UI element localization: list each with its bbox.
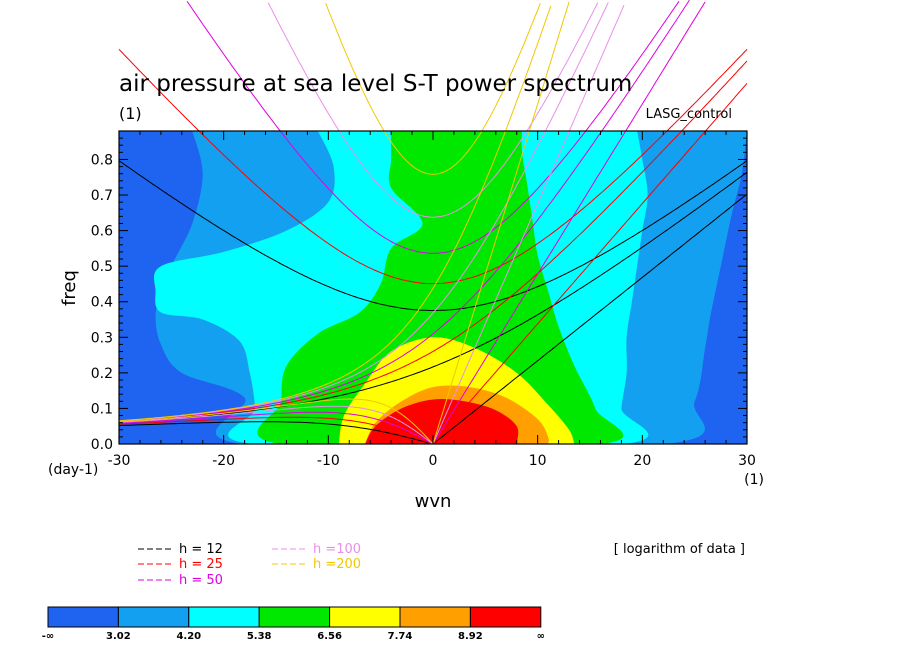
x-tick-label: 10	[529, 453, 547, 469]
subtitle-right: LASG_control	[646, 107, 732, 122]
x-tick-label: -10	[317, 453, 340, 469]
colorbar-swatch	[329, 606, 401, 628]
curve-h200-3	[118, 398, 434, 445]
colorbar-label: 5.38	[247, 631, 272, 642]
curve-h12-3	[118, 421, 434, 445]
colorbar-swatch	[47, 606, 119, 628]
y-axis-label: freq	[59, 270, 80, 306]
colorbar-label: ∞	[537, 631, 545, 642]
x-tick-label: -20	[212, 453, 235, 469]
y-tick-label: 0.5	[91, 259, 113, 275]
curve-h12-2	[118, 171, 748, 423]
y-tick-label: 0.1	[91, 401, 113, 417]
curve-h25-2	[118, 60, 748, 423]
y-tick-label: 0.0	[91, 437, 113, 453]
curve-h50-3	[118, 411, 434, 445]
y-tick-label: 0.7	[91, 188, 113, 204]
curve-h25-3	[118, 416, 434, 445]
y-tick-label: 0.6	[91, 224, 113, 240]
curve-h50-1	[186, 1, 680, 254]
colorbar-label: 4.20	[176, 631, 201, 642]
colorbar-label: 7.74	[388, 631, 413, 642]
y-tick-label: 0.2	[91, 366, 113, 382]
y-unit-label: (day-1)	[48, 462, 98, 478]
contour-fills	[119, 131, 747, 444]
colorbar-swatch	[469, 606, 542, 628]
curve-h100-1	[267, 2, 599, 218]
colorbar-label: 3.02	[106, 631, 131, 642]
colorbar-label: 6.56	[317, 631, 342, 642]
legend-label: h =100	[313, 542, 361, 557]
y-tick-label: 0.8	[91, 152, 113, 168]
colorbar-swatch	[117, 606, 190, 628]
curve-h200-1	[325, 3, 541, 175]
curve-h12-0	[432, 193, 748, 445]
x-tick-label: -30	[108, 453, 131, 469]
legend-label: h =200	[313, 557, 361, 572]
curve-h50-2	[118, 0, 690, 422]
curve-h12-1	[118, 160, 748, 311]
x-unit-label: (1)	[744, 472, 764, 488]
y-tick-label: 0.4	[91, 295, 113, 311]
legend-label: h = 25	[179, 557, 223, 572]
log-note: [ logarithm of data ]	[614, 542, 745, 557]
curve-h200-0	[432, 1, 570, 445]
curve-h200-2	[118, 5, 552, 422]
x-tick-label: 30	[738, 453, 756, 469]
curve-h25-1	[118, 48, 748, 285]
curve-h100-3	[118, 405, 434, 445]
curve-h50-0	[432, 1, 706, 445]
legend-label: h = 50	[179, 573, 223, 588]
x-tick-label: 20	[633, 453, 651, 469]
colorbar-label: 8.92	[458, 631, 483, 642]
y-tick-label: 0.3	[91, 330, 113, 346]
curve-h100-0	[432, 5, 625, 445]
colorbar-label: -∞	[42, 631, 54, 642]
chart-title: air pressure at sea level S-T power spec…	[119, 71, 632, 97]
legend-label: h = 12	[179, 542, 223, 557]
curve-h25-0	[432, 82, 748, 445]
dispersion-curves	[118, 0, 748, 445]
colorbar-swatch	[399, 606, 471, 628]
subtitle-left: (1)	[119, 104, 142, 123]
colorbar-swatch	[188, 606, 260, 628]
colorbar-swatch	[258, 606, 331, 628]
x-axis-label: wvn	[415, 491, 452, 512]
colorbar: -∞ 3.02 4.20 5.38 6.56 7.74 8.92 ∞	[42, 606, 545, 642]
x-tick-label: 0	[429, 453, 438, 469]
axis-ticks: -30 -20 -10 0 10 20 30 0.0 0.1 0.2 0.3 0.4 0.5 0.6 0.7…	[91, 131, 756, 469]
